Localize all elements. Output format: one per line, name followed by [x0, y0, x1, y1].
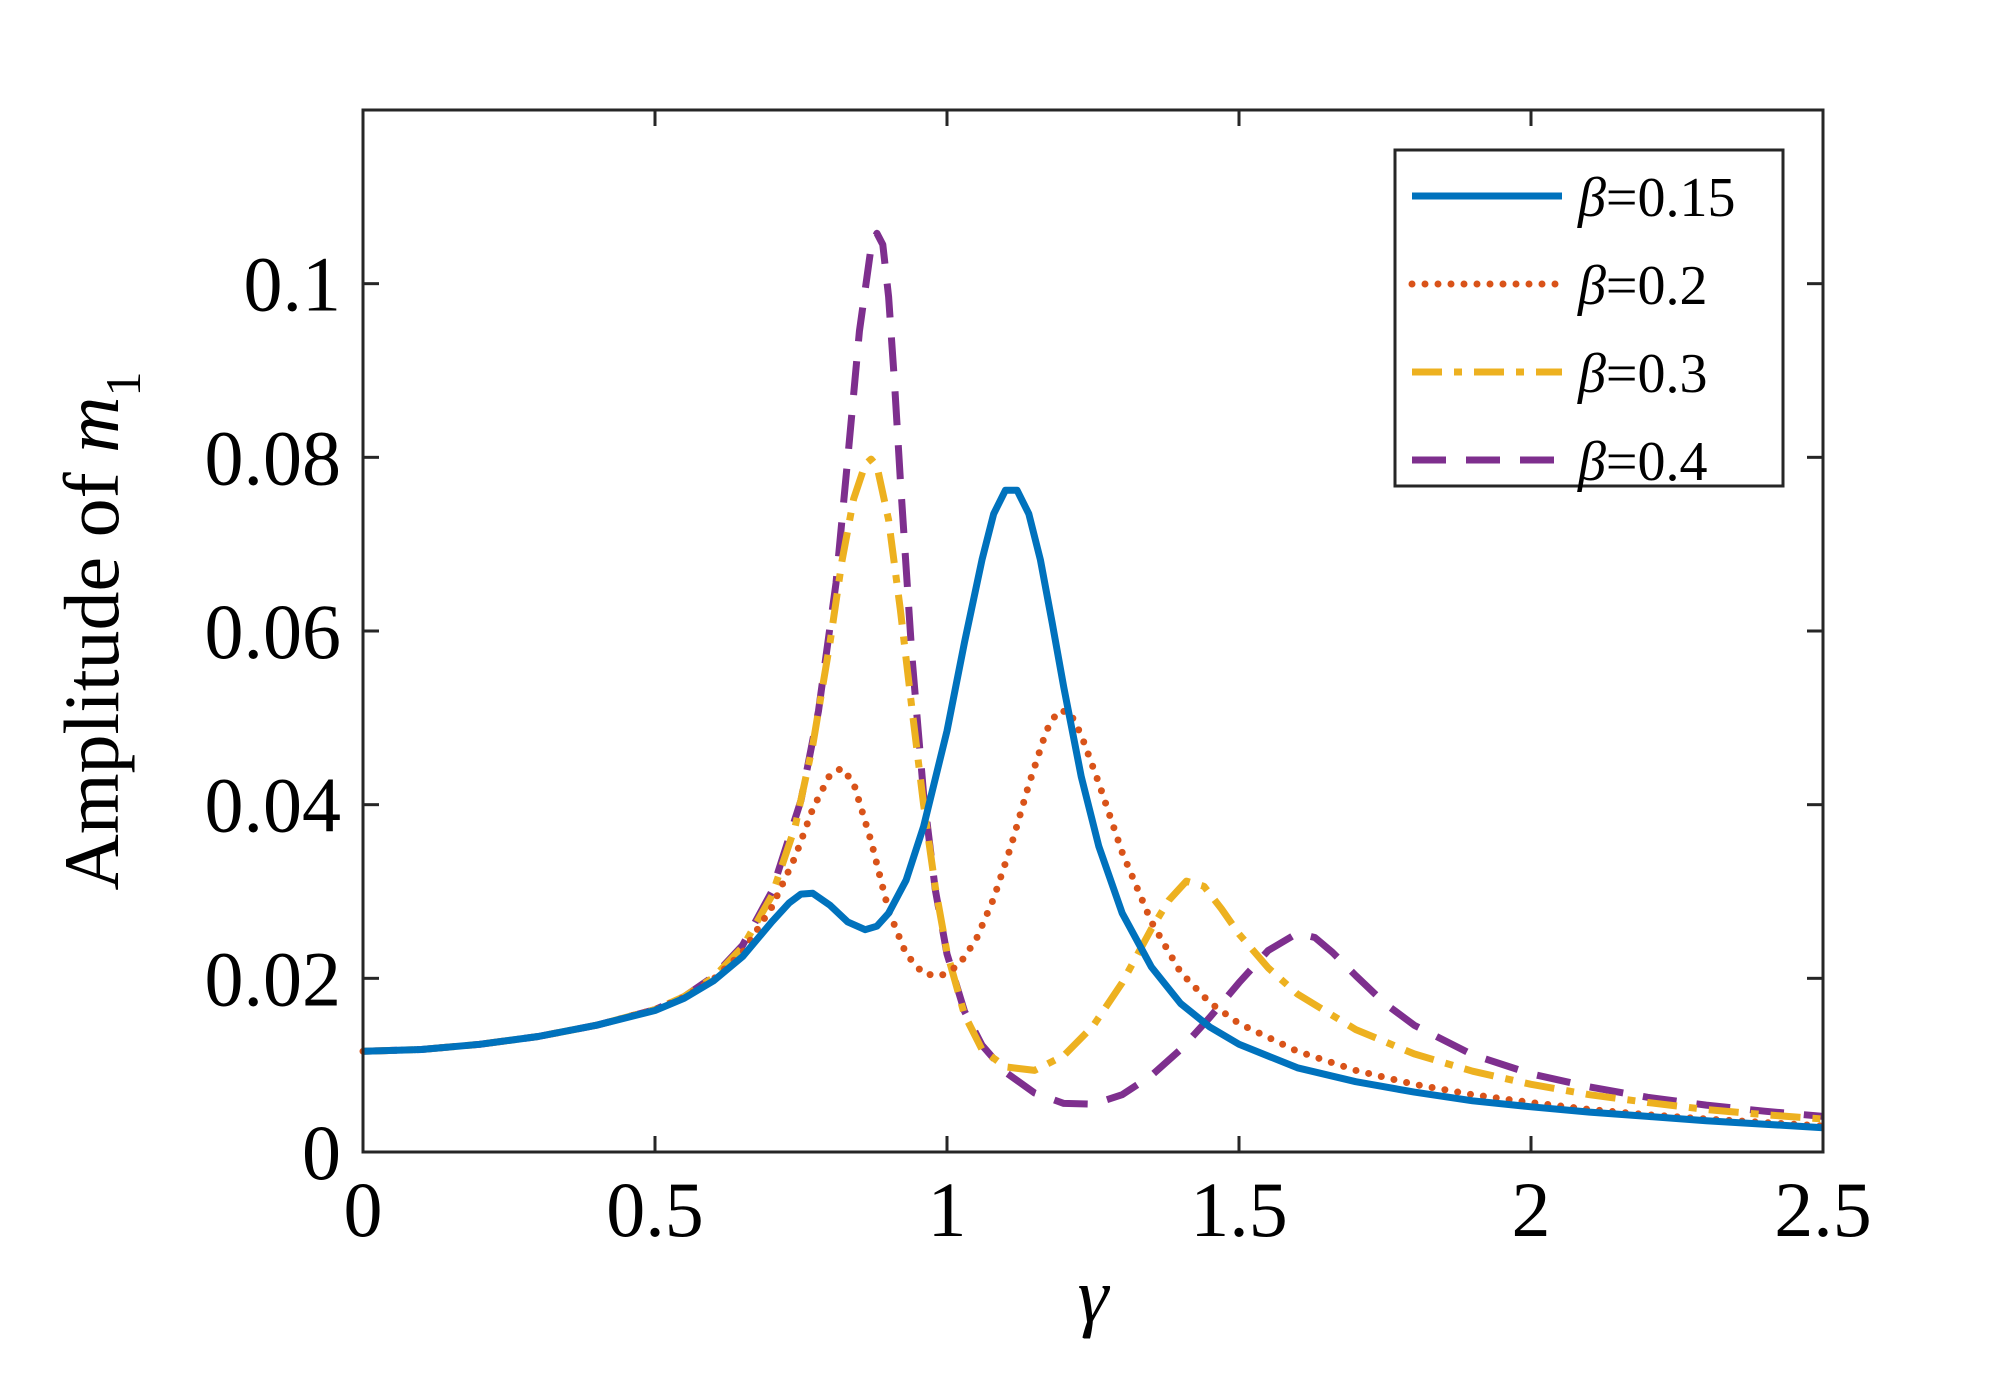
legend-value: =0.15: [1606, 167, 1736, 229]
x-tick-label: 2: [1512, 1166, 1551, 1253]
series-layer: [359, 229, 1827, 1132]
legend-value: =0.4: [1606, 431, 1708, 493]
legend-label-1: β=0.15: [1577, 167, 1735, 229]
legend-box: [1393, 148, 1785, 488]
series-line-1: [362, 486, 1824, 1132]
legend-label-3: β=0.3: [1577, 343, 1707, 405]
y-tick-label: 0: [302, 1109, 341, 1196]
x-tick-label: 1: [928, 1166, 967, 1253]
x-axis-label: γ: [1078, 1252, 1111, 1339]
ticks-layer: [361, 110, 1825, 1154]
legend-symbol: β: [1577, 431, 1606, 493]
y-axis-label: Amplitude of m1: [48, 372, 151, 891]
legend-value: =0.2: [1606, 255, 1708, 317]
y-axis-label-sub: 1: [95, 372, 151, 397]
legend-label-2: β=0.2: [1577, 255, 1707, 317]
y-tick-label: 0.1: [244, 241, 342, 328]
legend: β=0.15β=0.2β=0.3β=0.4: [1393, 148, 1785, 493]
x-tick-label: 2.5: [1774, 1166, 1872, 1253]
y-tick-label: 0.02: [205, 935, 342, 1022]
series-line-3: [362, 455, 1824, 1123]
y-tick-label: 0.06: [205, 588, 342, 675]
y-tick-label: 0.08: [205, 414, 342, 501]
legend-symbol: β: [1577, 255, 1606, 317]
y-axis-label-prefix: Amplitude of: [48, 453, 135, 891]
x-tick-label: 1.5: [1190, 1166, 1288, 1253]
y-axis-label-var: m: [48, 397, 135, 453]
tick-labels-layer: 0 0.5 1 1.5 2 2.5 0 0.02 0.04 0.06 0.08 0.1: [205, 241, 1872, 1253]
x-tick-label: 0: [344, 1166, 383, 1253]
legend-entries: β=0.15β=0.2β=0.3β=0.4: [1408, 167, 1735, 493]
legend-symbol: β: [1577, 167, 1606, 229]
y-tick-label: 0.04: [205, 762, 342, 849]
legend-label-4: β=0.4: [1577, 431, 1707, 493]
x-tick-label: 0.5: [606, 1166, 704, 1253]
legend-value: =0.3: [1606, 343, 1708, 405]
legend-symbol: β: [1577, 343, 1606, 405]
